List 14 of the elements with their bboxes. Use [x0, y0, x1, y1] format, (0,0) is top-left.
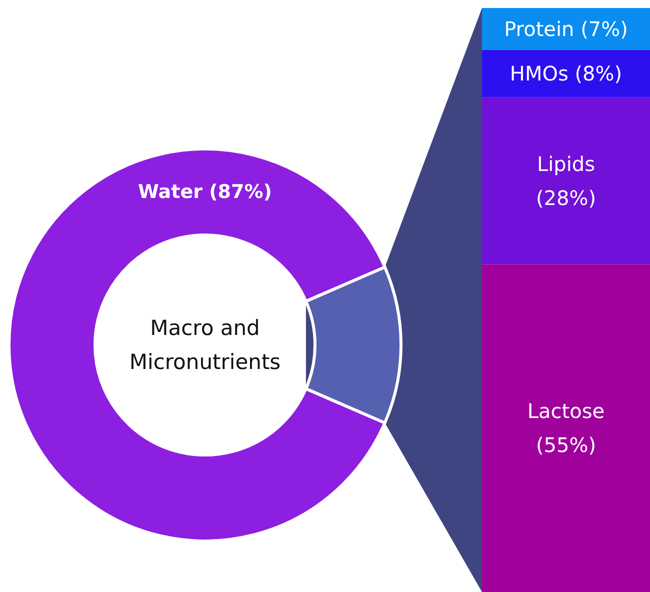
slice-label: Water [138, 181, 204, 203]
series-label: Protein [504, 16, 574, 41]
bar [482, 8, 650, 50]
data-label: (7%) [574, 16, 628, 41]
bar [482, 50, 650, 98]
text: Macro and Micronutrients [129, 316, 281, 374]
data-label: (55%) [536, 433, 596, 458]
data-label: (28%) [536, 186, 596, 210]
data-label: (87%) [202, 181, 272, 203]
series-label: Lipids [536, 152, 596, 176]
series-label: HMOs [510, 62, 568, 86]
bar [482, 97, 650, 264]
data-label: (8%) [568, 62, 622, 86]
series-label: Lactose [527, 399, 605, 424]
